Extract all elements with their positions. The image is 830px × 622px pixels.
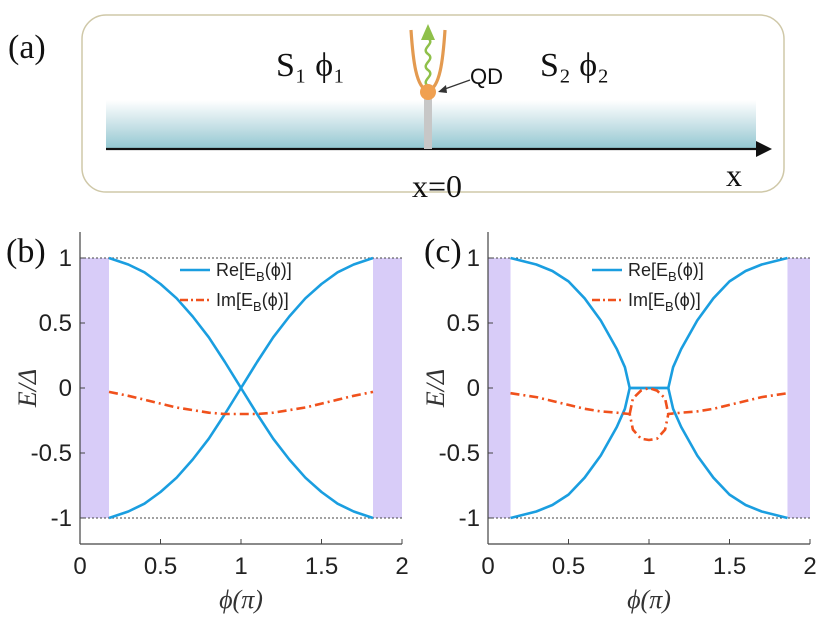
qd-pointer-head (438, 85, 447, 93)
legend-entry: Im[EB(ϕ)] (628, 290, 701, 314)
legend-entry: Re[EB(ϕ)] (216, 260, 292, 284)
origin-label: x=0 (412, 168, 462, 204)
y-tick-label: -0.5 (439, 440, 480, 467)
panel-a-schematic: (a) QD S₁ ϕ₁ S₂ ϕ₂ x x=0 (8, 14, 785, 204)
x-tick-label: 2 (395, 553, 408, 580)
y-tick-label: -0.5 (31, 440, 72, 467)
shaded-region-0 (488, 258, 511, 518)
qd-pointer (441, 79, 471, 91)
x-tick-label: 2 (803, 553, 816, 580)
x-tick-label: 0.5 (144, 553, 177, 580)
x-tick-label: 1.5 (713, 553, 746, 580)
y-tick-label: 0.5 (447, 310, 480, 337)
legend-entry: Re[EB(ϕ)] (628, 260, 704, 284)
panel-label: (b) (6, 233, 46, 270)
im-series-line (510, 391, 788, 442)
legend-entry: Im[EB(ϕ)] (216, 290, 289, 314)
qd-label: QD (470, 64, 503, 89)
im-series-line (628, 386, 670, 415)
junction-stem (424, 96, 432, 149)
chart-panel-b: 0 0.5 1 1.5 2 -1 -0.5 0 0.5 1 (b) ϕ(π) E/Δ Re[EB(ϕ)] I… (6, 232, 409, 614)
y-tick-label: 0 (467, 375, 480, 402)
x-tick-label: 0 (73, 553, 86, 580)
quantum-dot (420, 84, 436, 100)
y-tick-label: 1 (467, 245, 480, 272)
shaded-region-1 (787, 258, 810, 518)
y-tick-label: 0.5 (39, 310, 72, 337)
x-tick-label: 1.5 (305, 553, 338, 580)
y-axis-label: E/Δ (13, 369, 42, 408)
y-tick-label: 0 (59, 375, 72, 402)
re-series-line (108, 256, 374, 520)
chart-panel-c: 0 0.5 1 1.5 2-1-0.500.51(c)ϕ(π)E/ΔRe[EB(ϕ)]I… (421, 232, 817, 614)
y-tick-label: -1 (459, 505, 480, 532)
panel-a-label: (a) (8, 29, 46, 66)
re-series-line (510, 386, 788, 520)
x-tick-label: 0.5 (552, 553, 585, 580)
im-series-line (108, 390, 374, 416)
shaded-region-1 (373, 258, 402, 518)
x-axis-label: ϕ(π) (219, 585, 263, 614)
x-tick-label: 1 (642, 553, 655, 580)
y-tick-label: 1 (59, 245, 72, 272)
x-axis-arrow (756, 141, 772, 157)
x-axis-label: x (726, 157, 742, 193)
x-tick-label: 1 (234, 553, 247, 580)
y-tick-label: -1 (51, 505, 72, 532)
x-axis-label: ϕ(π) (627, 585, 671, 614)
y-axis-label: E/Δ (421, 369, 450, 408)
left-lead-label: S₁ ϕ₁ (276, 47, 345, 84)
photon-spring (424, 37, 432, 87)
schematic-frame (81, 14, 785, 193)
x-tick-label: 0 (481, 553, 494, 580)
right-lead-label: S₂ ϕ₂ (540, 47, 609, 84)
photon-arrow (421, 24, 435, 40)
panel-label: (c) (424, 233, 462, 270)
